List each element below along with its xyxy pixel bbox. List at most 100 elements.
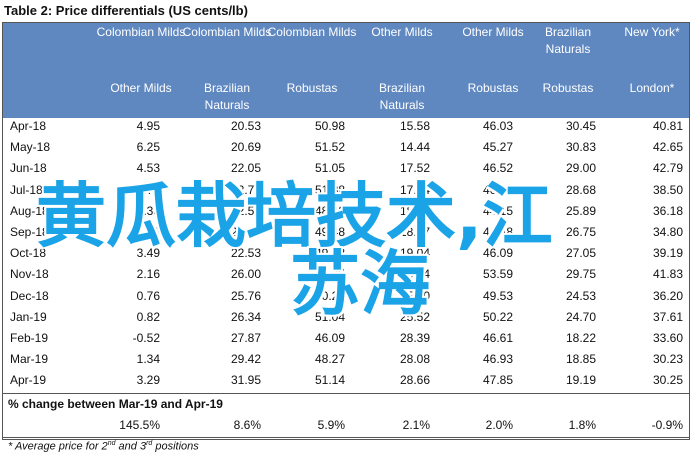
cell: 4.56 [136, 225, 160, 239]
footnote-text: and 3 [118, 440, 147, 453]
cell: 33.60 [652, 331, 683, 345]
row-label: Mar-19 [10, 352, 49, 367]
cell: 17.52 [399, 161, 430, 176]
cell: 39.19 [652, 246, 683, 261]
cell: 26.75 [565, 225, 596, 239]
cell: 25.89 [565, 203, 596, 218]
cell: 1.34 [136, 352, 160, 367]
cell: 38.50 [652, 182, 683, 197]
cell: 30.83 [565, 140, 596, 155]
cell: 46.09 [314, 331, 345, 345]
row-label: Oct-18 [10, 246, 47, 261]
cell: 51.05 [314, 161, 345, 176]
change-cell: 2.0% [485, 418, 513, 432]
cell: -0.52 [132, 331, 160, 345]
cell: 42.79 [652, 161, 683, 176]
cell: 0.82 [136, 309, 160, 324]
change-cell: 145.5% [119, 418, 160, 432]
column-header: Robustas [542, 81, 594, 95]
header-band [2, 22, 690, 118]
cell: 28.66 [399, 373, 430, 388]
column-header: Other Milds [371, 25, 433, 39]
cell: 40.81 [652, 119, 683, 133]
cell: 46.61 [482, 331, 513, 345]
cell: 15.58 [399, 119, 430, 133]
cell: 44.48 [482, 225, 513, 239]
row-label: Apr-18 [10, 119, 47, 133]
cell: 30.25 [652, 373, 683, 388]
cell: 22.05 [230, 161, 261, 176]
cell: 49.58 [314, 246, 345, 261]
cell: 28.68 [565, 182, 596, 197]
cell: 26.34 [230, 309, 261, 324]
cell: 51.52 [314, 140, 345, 155]
cell: 29.75 [565, 267, 596, 282]
cell: 22.73 [230, 225, 261, 239]
cell: 50.22 [482, 309, 513, 324]
cell: 51.38 [314, 182, 345, 197]
row-label: May-18 [10, 140, 51, 155]
row-label: Apr-19 [10, 373, 47, 388]
footnote-sup: nd [107, 440, 116, 447]
cell: 20.69 [230, 140, 261, 155]
cell: 53.59 [482, 267, 513, 282]
change-cell: 1.8% [568, 418, 596, 432]
cell: 14.44 [399, 140, 430, 155]
cell: 46.03 [482, 119, 513, 133]
cell: 45.27 [482, 140, 513, 155]
cell: 49.48 [314, 225, 345, 239]
cell: 27.87 [230, 331, 261, 345]
cell: 18.85 [565, 352, 596, 367]
row-label: Jan-19 [10, 309, 47, 324]
cell: 18.26 [399, 203, 430, 218]
cell: 22.53 [230, 246, 261, 261]
footnote-star: * [8, 440, 13, 453]
cell: 46.93 [482, 352, 513, 367]
cell: 51.04 [314, 309, 345, 324]
column-header: Brazilian Naturals [544, 25, 592, 56]
row-label: Dec-18 [10, 288, 49, 303]
cell: 48.48 [314, 203, 345, 218]
cell: 22.59 [230, 203, 261, 218]
cell: 50.29 [314, 288, 345, 303]
table-title: Table 2: Price differentials (US cents/l… [4, 3, 248, 18]
cell: 55.75 [314, 267, 345, 282]
cell: 2.16 [136, 267, 160, 282]
cell: 28.08 [399, 352, 430, 367]
cell: 36.18 [652, 203, 683, 218]
footnote: * Average price for 2nd and 3rd position… [8, 440, 199, 453]
cell: 4.95 [136, 119, 160, 133]
column-header: Robustas [286, 81, 338, 95]
column-header: New York* [624, 25, 680, 39]
cell: 19.04 [399, 246, 430, 261]
row-label: Feb-19 [10, 331, 49, 345]
cell: 48.27 [314, 352, 345, 367]
cell: 4.53 [136, 161, 160, 176]
change-cell: 8.6% [233, 418, 261, 432]
change-cell: 2.1% [402, 418, 430, 432]
cell: 6.25 [136, 140, 160, 155]
cell: 3.49 [136, 246, 160, 261]
cell: 36.20 [652, 288, 683, 303]
cell: 22.70 [230, 182, 261, 197]
cell: 42.65 [652, 140, 683, 155]
cell: 51.14 [314, 373, 345, 388]
overlay-text: 苏海 [290, 243, 430, 325]
column-header: Brazilian Naturals [203, 81, 251, 112]
cell: 23.84 [399, 267, 430, 282]
cell: 31.95 [230, 373, 261, 388]
column-header: Colombian Milds [96, 25, 186, 39]
cell: 29.00 [565, 161, 596, 176]
cell: 26.00 [230, 267, 261, 282]
row-label: Nov-18 [10, 267, 49, 282]
cell: 30.45 [565, 119, 596, 133]
cell: 0.76 [136, 288, 160, 303]
cell: 20.53 [230, 119, 261, 133]
cell: 24.53 [565, 288, 596, 303]
column-header: London* [629, 81, 675, 95]
footnote-text: positions [155, 440, 199, 453]
table-frame [2, 22, 690, 440]
row-label: Sep-18 [10, 225, 49, 239]
rule [2, 437, 690, 438]
column-header: Colombian Milds [267, 25, 357, 39]
